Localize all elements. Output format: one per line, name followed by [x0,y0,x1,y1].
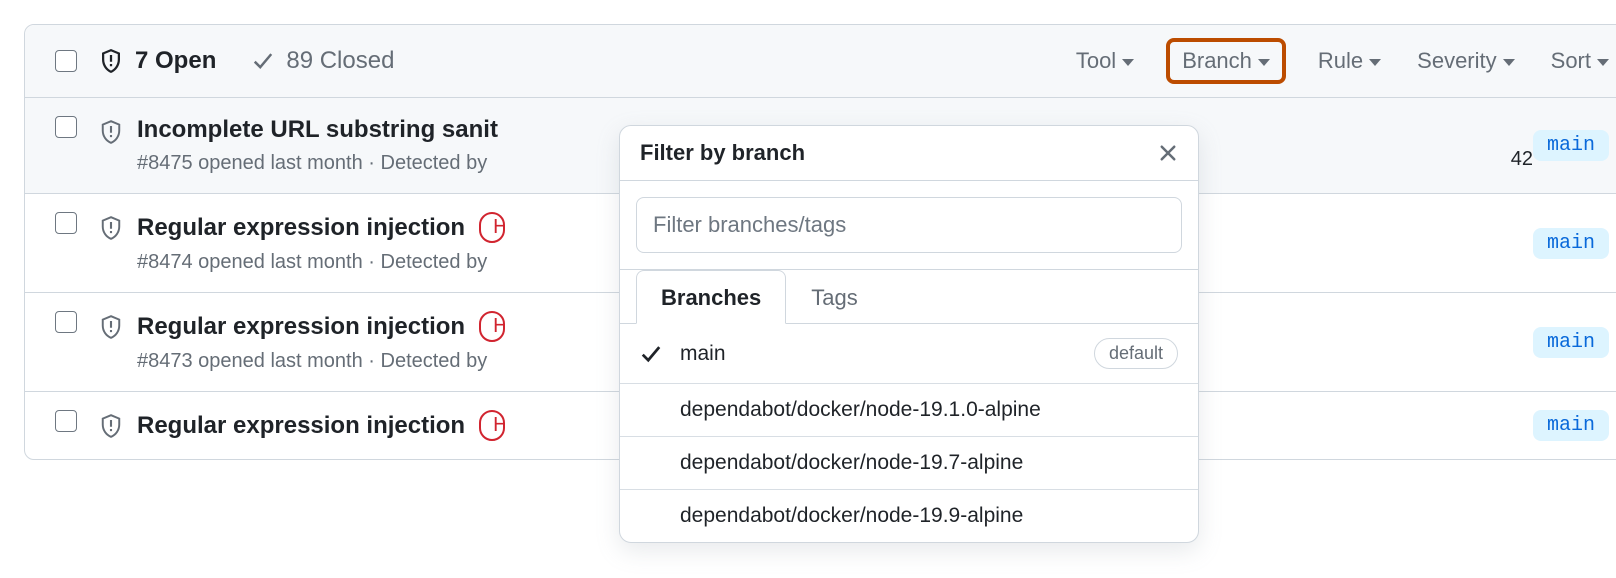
default-badge: default [1094,338,1178,369]
shield-alert-icon [99,214,123,242]
branch-list-item[interactable]: dependabot/docker/node-19.7-alpine [620,437,1198,490]
row-checkbox[interactable] [55,116,77,138]
select-all-checkbox[interactable] [55,50,77,72]
row-checkbox[interactable] [55,410,77,432]
severity-pill: H [479,410,505,441]
tab-tags[interactable]: Tags [786,270,882,324]
trailing-text: 42 [1511,148,1533,171]
row-checkbox[interactable] [55,311,77,333]
alerts-panel: 7 Open 89 Closed Tool Branch Rule Severi… [24,24,1616,460]
branch-badge[interactable]: main [1533,130,1609,161]
tab-branches[interactable]: Branches [636,270,786,324]
branch-name: dependabot/docker/node-19.7-alpine [680,451,1023,475]
filter-rule[interactable]: Rule [1318,48,1381,74]
filter-branch[interactable]: Branch [1166,38,1286,84]
branch-list-item[interactable]: dependabot/docker/node-19.9-alpine [620,490,1198,542]
alert-title[interactable]: Regular expression injection [137,412,465,440]
branch-name: dependabot/docker/node-19.9-alpine [680,504,1023,528]
severity-pill: H [479,311,505,342]
row-checkbox[interactable] [55,212,77,234]
filter-severity[interactable]: Severity [1417,48,1514,74]
branch-badge[interactable]: main [1533,327,1609,358]
alert-title[interactable]: Regular expression injection [137,313,465,341]
branch-filter-dropdown: Filter by branch Branches Tags main defau… [619,125,1199,543]
shield-alert-icon [99,412,123,440]
open-tab[interactable]: 7 Open [135,47,216,75]
filter-bar: Tool Branch Rule Severity Sort [1076,48,1609,74]
branch-badge[interactable]: main [1533,228,1609,259]
alert-title[interactable]: Regular expression injection [137,214,465,242]
dropdown-title: Filter by branch [640,140,805,166]
check-icon [640,343,666,365]
shield-alert-icon [99,47,123,75]
severity-pill: H [479,212,505,243]
branch-list[interactable]: main default dependabot/docker/node-19.1.0… [620,324,1198,542]
branch-badge[interactable]: main [1533,410,1609,441]
branch-name: dependabot/docker/node-19.1.0-alpine [680,398,1041,422]
branch-name: main [680,342,726,366]
branch-filter-input[interactable] [636,197,1182,253]
shield-alert-icon [99,313,123,341]
shield-alert-icon [99,118,123,146]
filter-tool[interactable]: Tool [1076,48,1134,74]
alert-title[interactable]: Incomplete URL substring sanit [137,116,498,144]
check-icon [252,50,274,72]
list-header: 7 Open 89 Closed Tool Branch Rule Severi… [25,25,1616,98]
branch-list-item[interactable]: main default [620,324,1198,384]
close-icon[interactable] [1158,143,1178,163]
closed-tab[interactable]: 89 Closed [252,47,394,75]
filter-sort[interactable]: Sort [1551,48,1609,74]
branch-list-item[interactable]: dependabot/docker/node-19.1.0-alpine [620,384,1198,437]
